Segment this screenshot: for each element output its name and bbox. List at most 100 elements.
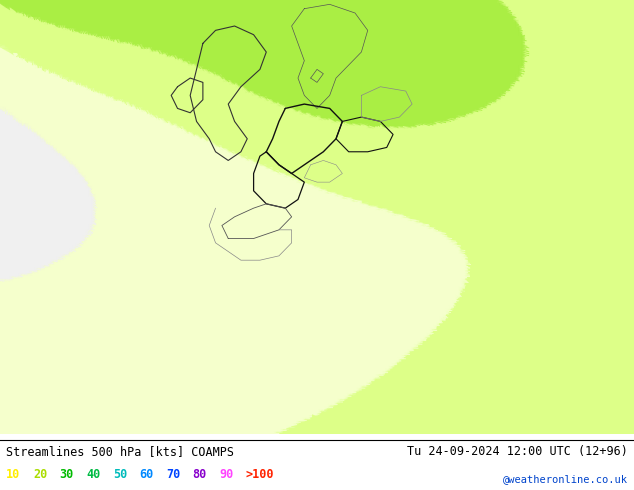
FancyArrowPatch shape <box>242 223 245 226</box>
FancyArrowPatch shape <box>310 324 314 327</box>
FancyArrowPatch shape <box>328 164 332 168</box>
FancyArrowPatch shape <box>79 430 82 434</box>
FancyArrowPatch shape <box>442 81 446 84</box>
Text: >100: >100 <box>246 468 275 481</box>
FancyArrowPatch shape <box>304 301 308 304</box>
FancyArrowPatch shape <box>98 430 101 433</box>
FancyArrowPatch shape <box>465 65 469 68</box>
FancyArrowPatch shape <box>309 176 313 179</box>
FancyArrowPatch shape <box>309 325 312 328</box>
FancyArrowPatch shape <box>470 60 474 63</box>
FancyArrowPatch shape <box>127 430 130 433</box>
Text: Tu 24-09-2024 12:00 UTC (12+96): Tu 24-09-2024 12:00 UTC (12+96) <box>407 445 628 458</box>
FancyArrowPatch shape <box>112 430 116 433</box>
FancyArrowPatch shape <box>337 154 341 157</box>
FancyArrowPatch shape <box>237 228 241 231</box>
FancyArrowPatch shape <box>239 225 243 228</box>
FancyArrowPatch shape <box>0 11 3 14</box>
FancyArrowPatch shape <box>313 352 316 356</box>
FancyArrowPatch shape <box>323 165 327 169</box>
FancyArrowPatch shape <box>511 35 515 39</box>
FancyArrowPatch shape <box>13 53 17 57</box>
FancyArrowPatch shape <box>304 309 308 313</box>
FancyArrowPatch shape <box>257 214 261 217</box>
FancyArrowPatch shape <box>312 332 316 336</box>
FancyArrowPatch shape <box>361 139 365 142</box>
FancyArrowPatch shape <box>290 192 294 195</box>
FancyArrowPatch shape <box>146 430 149 433</box>
FancyArrowPatch shape <box>308 329 312 333</box>
FancyArrowPatch shape <box>434 84 437 87</box>
FancyArrowPatch shape <box>232 231 236 234</box>
FancyArrowPatch shape <box>314 423 318 426</box>
FancyArrowPatch shape <box>318 169 322 172</box>
FancyArrowPatch shape <box>313 387 316 391</box>
FancyArrowPatch shape <box>219 236 223 239</box>
FancyArrowPatch shape <box>313 343 316 347</box>
FancyArrowPatch shape <box>328 161 332 165</box>
FancyArrowPatch shape <box>308 318 312 321</box>
FancyArrowPatch shape <box>182 254 186 257</box>
FancyArrowPatch shape <box>287 286 290 289</box>
FancyArrowPatch shape <box>311 355 314 359</box>
FancyArrowPatch shape <box>514 35 517 38</box>
FancyArrowPatch shape <box>174 256 178 259</box>
FancyArrowPatch shape <box>451 74 455 78</box>
FancyArrowPatch shape <box>351 145 355 148</box>
FancyArrowPatch shape <box>8 32 11 36</box>
FancyArrowPatch shape <box>198 248 202 251</box>
FancyArrowPatch shape <box>240 227 243 230</box>
FancyArrowPatch shape <box>365 138 368 141</box>
FancyArrowPatch shape <box>2 19 6 23</box>
FancyArrowPatch shape <box>103 430 107 433</box>
FancyArrowPatch shape <box>482 52 486 55</box>
FancyArrowPatch shape <box>342 151 346 155</box>
FancyArrowPatch shape <box>428 89 432 92</box>
FancyArrowPatch shape <box>314 398 318 401</box>
FancyArrowPatch shape <box>103 430 107 433</box>
FancyArrowPatch shape <box>296 292 299 295</box>
FancyArrowPatch shape <box>27 431 30 435</box>
FancyArrowPatch shape <box>370 133 374 136</box>
FancyArrowPatch shape <box>295 190 298 193</box>
FancyArrowPatch shape <box>300 295 304 299</box>
FancyArrowPatch shape <box>11 45 14 48</box>
FancyArrowPatch shape <box>509 38 513 41</box>
FancyArrowPatch shape <box>438 81 442 84</box>
FancyArrowPatch shape <box>311 326 314 329</box>
FancyArrowPatch shape <box>276 202 280 205</box>
FancyArrowPatch shape <box>93 430 97 433</box>
FancyArrowPatch shape <box>429 91 432 94</box>
FancyArrowPatch shape <box>299 186 303 189</box>
FancyArrowPatch shape <box>245 223 249 226</box>
FancyArrowPatch shape <box>212 240 216 243</box>
FancyArrowPatch shape <box>429 87 433 90</box>
FancyArrowPatch shape <box>312 373 315 376</box>
FancyArrowPatch shape <box>22 431 25 435</box>
FancyArrowPatch shape <box>221 239 224 242</box>
FancyArrowPatch shape <box>285 285 288 288</box>
FancyArrowPatch shape <box>604 431 607 434</box>
FancyArrowPatch shape <box>308 308 312 311</box>
FancyArrowPatch shape <box>304 307 307 310</box>
FancyArrowPatch shape <box>312 381 316 385</box>
FancyArrowPatch shape <box>4 24 8 27</box>
FancyArrowPatch shape <box>313 339 316 342</box>
FancyArrowPatch shape <box>205 245 209 249</box>
FancyArrowPatch shape <box>248 221 251 224</box>
FancyArrowPatch shape <box>304 302 307 305</box>
Text: 70: 70 <box>166 468 180 481</box>
FancyArrowPatch shape <box>523 29 526 33</box>
FancyArrowPatch shape <box>117 430 120 433</box>
FancyArrowPatch shape <box>184 253 187 256</box>
FancyArrowPatch shape <box>323 168 327 171</box>
FancyArrowPatch shape <box>65 430 68 434</box>
FancyArrowPatch shape <box>313 406 316 409</box>
FancyArrowPatch shape <box>309 343 313 346</box>
FancyArrowPatch shape <box>491 49 495 51</box>
FancyArrowPatch shape <box>313 408 316 412</box>
FancyArrowPatch shape <box>437 83 441 86</box>
FancyArrowPatch shape <box>313 413 316 416</box>
FancyArrowPatch shape <box>22 431 25 435</box>
FancyArrowPatch shape <box>299 183 303 186</box>
